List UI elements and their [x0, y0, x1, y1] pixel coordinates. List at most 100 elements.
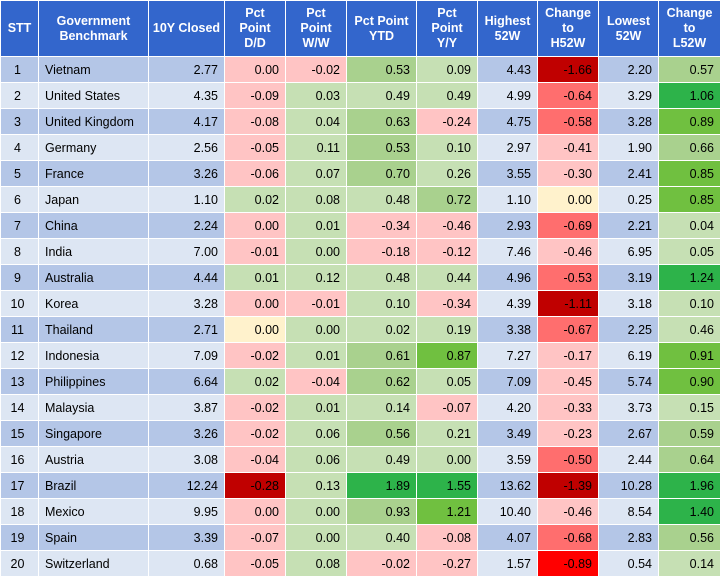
cell-dd: -0.07	[225, 525, 286, 551]
cell-yy: -0.34	[417, 291, 478, 317]
cell-l52: 6.19	[599, 343, 659, 369]
country-name: Korea	[39, 291, 149, 317]
row-number: 15	[1, 421, 39, 447]
cell-dd: -0.09	[225, 83, 286, 109]
cell-closed: 7.00	[149, 239, 225, 265]
cell-closed: 2.56	[149, 135, 225, 161]
cell-ch52: -0.58	[538, 109, 599, 135]
cell-ytd: 0.49	[347, 447, 417, 473]
cell-ytd: 0.53	[347, 135, 417, 161]
cell-ytd: 0.53	[347, 57, 417, 83]
row-number: 12	[1, 343, 39, 369]
cell-l52: 2.44	[599, 447, 659, 473]
cell-yy: 0.21	[417, 421, 478, 447]
cell-ytd: 0.48	[347, 187, 417, 213]
cell-closed: 4.35	[149, 83, 225, 109]
row-number: 17	[1, 473, 39, 499]
cell-dd: 0.00	[225, 291, 286, 317]
cell-ytd: 0.63	[347, 109, 417, 135]
row-number: 5	[1, 161, 39, 187]
cell-yy: -0.07	[417, 395, 478, 421]
cell-cl52: 0.89	[659, 109, 720, 135]
row-number: 2	[1, 83, 39, 109]
cell-ytd: 0.02	[347, 317, 417, 343]
cell-ch52: -0.50	[538, 447, 599, 473]
cell-h52: 3.55	[478, 161, 538, 187]
cell-dd: -0.05	[225, 135, 286, 161]
cell-h52: 2.97	[478, 135, 538, 161]
country-name: India	[39, 239, 149, 265]
row-number: 6	[1, 187, 39, 213]
row-number: 7	[1, 213, 39, 239]
cell-dd: -0.06	[225, 161, 286, 187]
cell-l52: 2.21	[599, 213, 659, 239]
cell-cl52: 0.59	[659, 421, 720, 447]
cell-ch52: -0.64	[538, 83, 599, 109]
cell-closed: 12.24	[149, 473, 225, 499]
column-header-dd: Pct Point D/D	[225, 1, 286, 57]
cell-cl52: 1.96	[659, 473, 720, 499]
column-header-closed: 10Y Closed	[149, 1, 225, 57]
cell-ww: 0.00	[286, 239, 347, 265]
cell-ch52: -1.66	[538, 57, 599, 83]
country-name: France	[39, 161, 149, 187]
cell-ww: 0.00	[286, 317, 347, 343]
cell-closed: 3.08	[149, 447, 225, 473]
cell-closed: 3.26	[149, 161, 225, 187]
cell-ww: 0.13	[286, 473, 347, 499]
row-number: 20	[1, 551, 39, 577]
cell-dd: 0.00	[225, 57, 286, 83]
cell-ww: -0.01	[286, 291, 347, 317]
row-number: 16	[1, 447, 39, 473]
cell-yy: 0.09	[417, 57, 478, 83]
cell-l52: 6.95	[599, 239, 659, 265]
cell-closed: 9.95	[149, 499, 225, 525]
cell-l52: 2.83	[599, 525, 659, 551]
cell-ch52: -1.39	[538, 473, 599, 499]
cell-cl52: 0.05	[659, 239, 720, 265]
column-header-cl52: Change to L52W	[659, 1, 720, 57]
cell-ch52: -0.69	[538, 213, 599, 239]
cell-cl52: 0.91	[659, 343, 720, 369]
cell-h52: 4.39	[478, 291, 538, 317]
cell-yy: -0.27	[417, 551, 478, 577]
cell-dd: -0.28	[225, 473, 286, 499]
cell-closed: 3.39	[149, 525, 225, 551]
cell-closed: 4.44	[149, 265, 225, 291]
cell-l52: 1.90	[599, 135, 659, 161]
column-header-h52: Highest 52W	[478, 1, 538, 57]
cell-ytd: 0.93	[347, 499, 417, 525]
cell-ww: 0.07	[286, 161, 347, 187]
cell-dd: 0.00	[225, 213, 286, 239]
cell-ww: -0.04	[286, 369, 347, 395]
cell-yy: 0.26	[417, 161, 478, 187]
cell-dd: -0.05	[225, 551, 286, 577]
cell-dd: -0.02	[225, 421, 286, 447]
cell-h52: 7.46	[478, 239, 538, 265]
country-name: Malaysia	[39, 395, 149, 421]
cell-ww: 0.00	[286, 525, 347, 551]
country-name: Australia	[39, 265, 149, 291]
cell-ytd: 0.48	[347, 265, 417, 291]
country-name: Vietnam	[39, 57, 149, 83]
cell-ytd: -0.02	[347, 551, 417, 577]
cell-l52: 2.20	[599, 57, 659, 83]
country-name: Spain	[39, 525, 149, 551]
cell-yy: 0.87	[417, 343, 478, 369]
row-number: 1	[1, 57, 39, 83]
row-number: 14	[1, 395, 39, 421]
